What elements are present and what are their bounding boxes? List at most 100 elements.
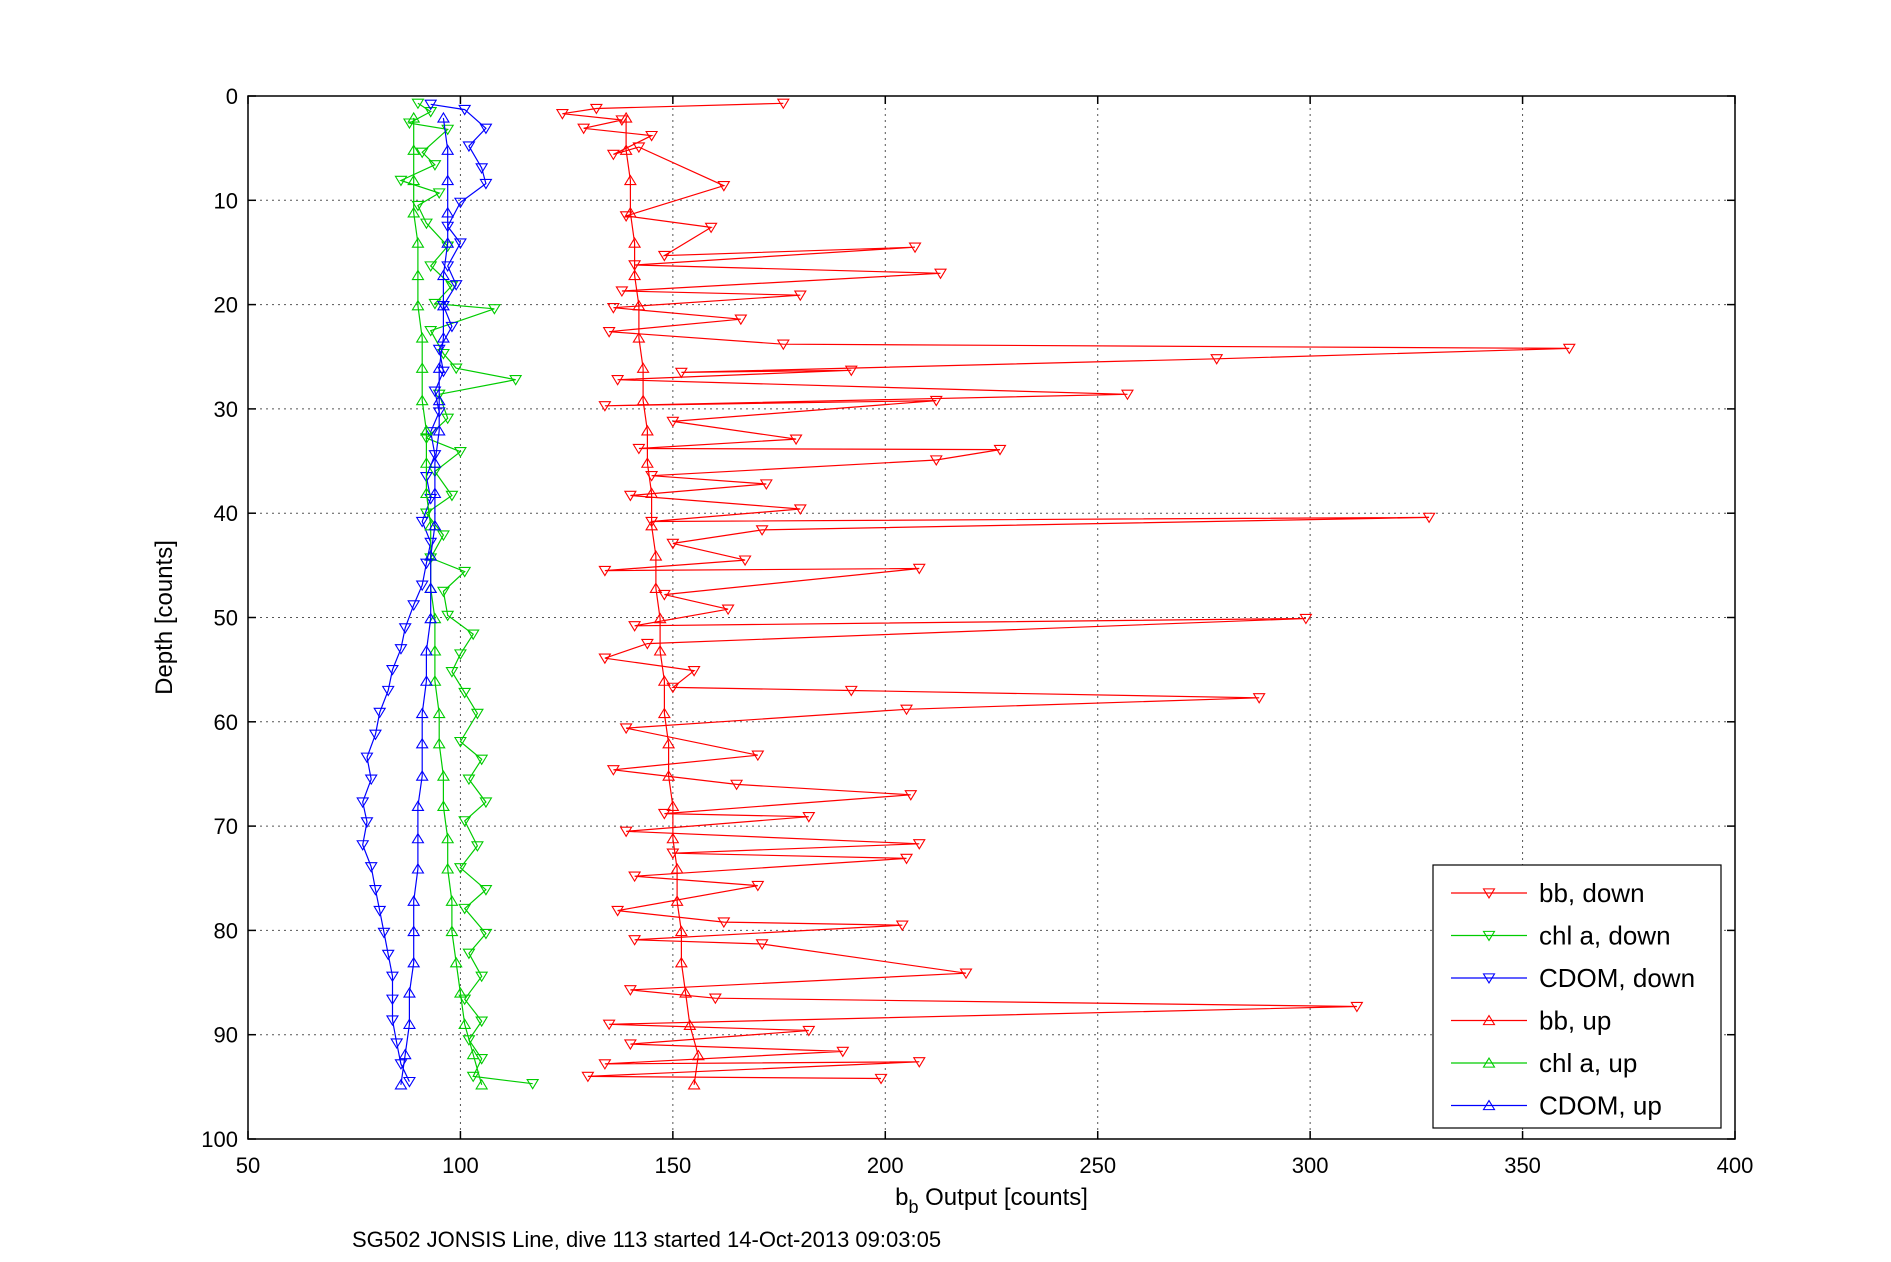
data-point-marker <box>385 1015 399 1027</box>
data-point-marker <box>445 925 459 937</box>
x-axis-label: bb Output [counts] <box>895 1184 1088 1217</box>
data-point-marker <box>628 237 642 248</box>
data-point-marker <box>611 905 625 917</box>
data-point-marker <box>1350 1001 1364 1013</box>
data-point-marker <box>674 956 688 968</box>
data-point-marker <box>606 303 620 314</box>
legend-entry: CDOM, down <box>1451 963 1695 993</box>
data-point-marker <box>419 218 433 230</box>
data-point-marker <box>657 250 671 262</box>
data-point-marker <box>666 848 680 860</box>
data-point-marker <box>441 237 455 248</box>
series-line <box>562 102 1570 1080</box>
data-point-marker <box>581 1071 595 1083</box>
x-tick-label: 100 <box>442 1153 479 1178</box>
data-point-marker <box>475 754 489 766</box>
data-point-marker <box>436 586 450 598</box>
data-point-marker <box>364 862 378 873</box>
data-point-marker <box>623 206 637 218</box>
data-point-marker <box>479 797 493 809</box>
y-axis-label: Depth [counts] <box>151 540 178 695</box>
data-point-marker <box>428 386 442 398</box>
data-point-marker <box>415 737 429 749</box>
data-point-marker <box>436 269 450 281</box>
data-point-marker <box>666 416 680 428</box>
data-point-marker <box>445 667 459 678</box>
data-point-marker <box>623 490 637 502</box>
data-point-marker <box>415 580 429 592</box>
data-point-marker <box>602 1019 616 1031</box>
data-point-marker <box>632 299 646 311</box>
data-point-marker <box>441 413 455 425</box>
series-line <box>399 102 533 1085</box>
data-point-marker <box>789 434 803 446</box>
legend: bb, down chl a, down CDOM, down bb, up chl a… <box>1432 864 1722 1129</box>
x-tick-label: 400 <box>1717 1153 1754 1178</box>
data-point-marker <box>912 1057 926 1068</box>
data-point-marker <box>360 817 374 828</box>
data-point-marker <box>419 487 433 499</box>
data-point-marker <box>381 949 395 961</box>
data-point-marker <box>428 457 442 468</box>
data-point-marker <box>449 956 463 968</box>
data-point-marker <box>407 206 421 218</box>
data-point-marker <box>462 141 476 153</box>
data-point-marker <box>407 174 421 186</box>
ticks: 50 100 150 200 250 300 350 40001020304050607080… <box>201 84 1753 1178</box>
data-point-marker <box>653 644 667 656</box>
data-point-marker <box>623 985 637 996</box>
legend-entry: CDOM, up <box>1451 1091 1662 1121</box>
y-tick-label: 20 <box>214 293 238 318</box>
data-point-marker <box>657 707 671 719</box>
series-5 <box>394 111 455 1090</box>
data-point-marker <box>687 1078 701 1090</box>
data-point-marker <box>670 862 684 874</box>
data-point-marker <box>453 736 467 748</box>
data-point-marker <box>509 375 523 386</box>
data-point-marker <box>628 269 642 281</box>
series-3 <box>619 111 705 1090</box>
data-point-marker <box>628 935 642 946</box>
data-point-marker <box>415 516 429 528</box>
data-point-marker <box>479 178 493 190</box>
data-point-marker <box>411 299 425 311</box>
data-point-marker <box>415 394 429 406</box>
data-point-marker <box>390 1038 404 1050</box>
data-point-marker <box>598 1059 612 1070</box>
legend-marker <box>1482 973 1496 985</box>
data-point-marker <box>666 800 680 811</box>
legend-marker <box>1482 1014 1496 1026</box>
data-point-marker <box>381 685 395 697</box>
data-point-marker <box>908 242 922 254</box>
data-point-marker <box>441 144 455 155</box>
y-tick-label: 30 <box>214 397 238 422</box>
data-point-marker <box>453 649 467 661</box>
legend-entry: chl a, down <box>1451 921 1671 951</box>
data-point-marker <box>428 519 442 531</box>
data-point-marker <box>844 685 858 697</box>
data-point-marker <box>904 790 918 801</box>
data-point-marker <box>475 163 489 174</box>
y-tick-label: 90 <box>214 1023 238 1048</box>
data-point-marker <box>373 707 387 719</box>
data-point-marker <box>458 687 472 699</box>
data-point-marker <box>411 269 425 281</box>
data-point-marker <box>428 487 442 499</box>
data-point-marker <box>1562 343 1576 355</box>
data-point-marker <box>428 450 442 461</box>
legend-entry: bb, up <box>1451 1006 1611 1036</box>
data-point-marker <box>441 174 455 186</box>
data-point-marker <box>428 675 442 686</box>
data-point-marker <box>436 530 450 542</box>
data-point-marker <box>844 365 858 377</box>
data-point-marker <box>436 111 450 123</box>
series-line <box>625 117 699 1085</box>
data-point-marker <box>619 111 633 123</box>
data-point-marker <box>623 1039 637 1051</box>
legend-label: chl a, down <box>1539 921 1671 951</box>
data-point-marker <box>479 123 493 135</box>
data-point-marker <box>619 826 633 838</box>
data-point-marker <box>632 331 646 343</box>
data-point-marker <box>717 181 731 192</box>
data-point-marker <box>428 160 442 171</box>
